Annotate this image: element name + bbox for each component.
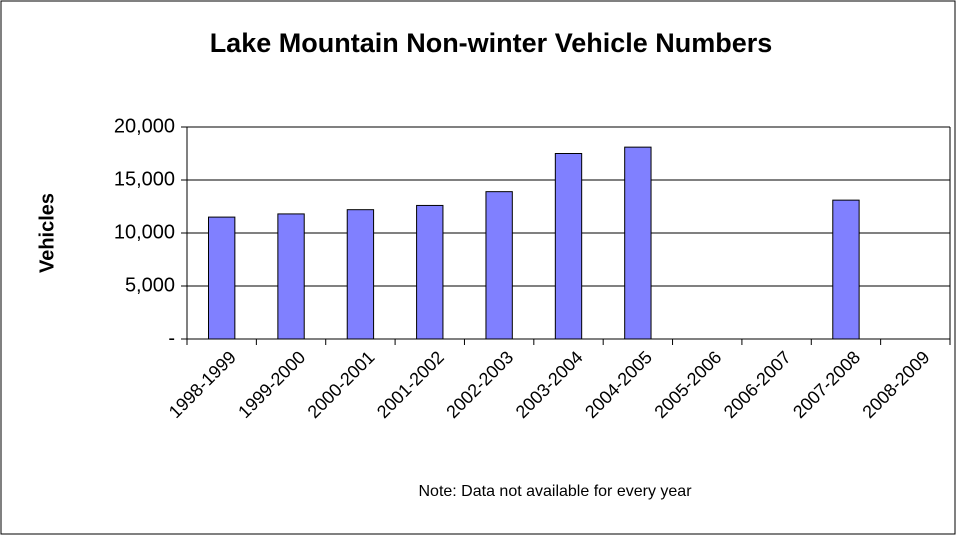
bar bbox=[416, 204, 444, 340]
bar bbox=[277, 213, 305, 340]
y-axis-label: Vehicles bbox=[36, 193, 58, 273]
y-tick-label: - bbox=[168, 327, 175, 349]
bar bbox=[346, 209, 375, 340]
y-tick-label: 5,000 bbox=[125, 274, 175, 296]
y-tick-label: 15,000 bbox=[114, 168, 175, 190]
bar bbox=[624, 146, 652, 340]
bar bbox=[485, 191, 513, 340]
y-tick-label: 20,000 bbox=[114, 115, 175, 137]
bar bbox=[208, 216, 236, 340]
y-tick-label: 10,000 bbox=[114, 221, 175, 243]
bar bbox=[832, 199, 860, 340]
note: Note: Data not available for every year bbox=[418, 483, 692, 500]
chart-title: Lake Mountain Non-winter Vehicle Numbers bbox=[210, 28, 773, 58]
bar bbox=[554, 153, 583, 340]
